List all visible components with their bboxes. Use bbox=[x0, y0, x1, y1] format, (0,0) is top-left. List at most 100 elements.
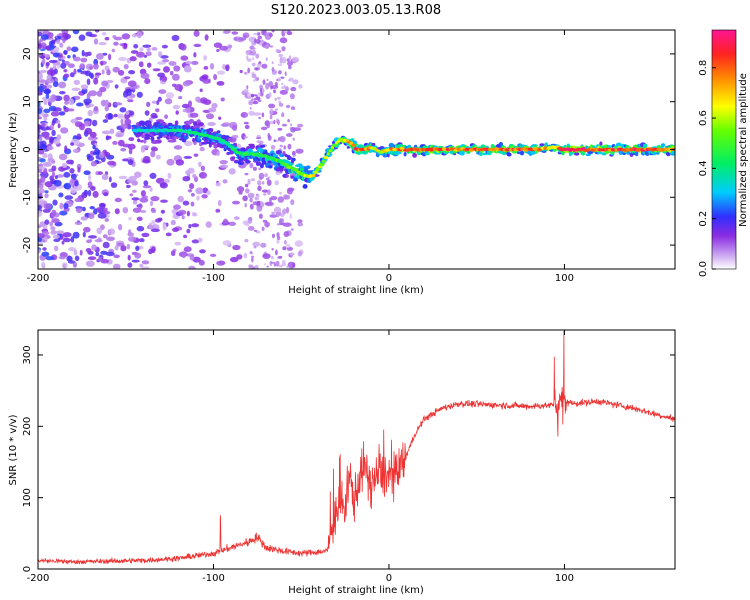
heatmap-cell bbox=[271, 30, 275, 33]
heatmap-cell bbox=[38, 129, 41, 134]
heatmap-cell bbox=[178, 96, 183, 100]
heatmap-cell bbox=[51, 209, 57, 216]
heatmap-cell bbox=[225, 64, 230, 72]
heatmap-cell bbox=[172, 73, 180, 81]
heatmap-cell bbox=[150, 150, 156, 158]
heatmap-cell bbox=[139, 47, 144, 52]
heatmap-cell bbox=[114, 245, 119, 251]
heatmap-cell bbox=[626, 151, 631, 155]
heatmap-cell bbox=[53, 107, 62, 112]
heatmap-cell bbox=[256, 137, 262, 140]
heatmap-cell bbox=[254, 196, 259, 201]
heatmap-cell bbox=[216, 130, 221, 134]
heatmap-cell bbox=[216, 151, 220, 157]
heatmap-cell bbox=[87, 181, 93, 188]
heatmap-cell bbox=[127, 262, 133, 268]
heatmap-cell bbox=[290, 86, 297, 92]
heatmap-cell bbox=[40, 55, 46, 59]
heatmap-cell bbox=[286, 58, 290, 62]
heatmap-cell bbox=[43, 162, 52, 167]
heatmap-cell bbox=[61, 240, 65, 245]
heatmap-cell bbox=[136, 91, 143, 98]
heatmap-cell bbox=[252, 94, 258, 97]
heatmap-cell bbox=[244, 113, 248, 118]
heatmap-cell bbox=[62, 232, 72, 238]
heatmap-cell bbox=[269, 260, 273, 266]
heatmap-cell bbox=[92, 190, 99, 198]
heatmap-cell bbox=[287, 143, 292, 150]
heatmap-cell bbox=[289, 213, 292, 220]
heatmap-cell bbox=[54, 245, 59, 252]
heatmap-cell bbox=[264, 44, 270, 50]
heatmap-cell bbox=[88, 90, 98, 97]
heatmap-cell bbox=[89, 66, 93, 70]
heatmap-cells bbox=[38, 30, 675, 269]
heatmap-cell bbox=[274, 97, 277, 102]
heatmap-cell bbox=[101, 130, 111, 135]
heatmap-cell bbox=[161, 76, 168, 82]
heatmap-cell bbox=[239, 69, 243, 74]
heatmap-cell bbox=[279, 135, 286, 143]
heatmap-cell bbox=[38, 43, 42, 49]
heatmap-cell bbox=[38, 116, 42, 120]
heatmap-cell bbox=[281, 112, 285, 118]
heatmap-cell bbox=[171, 34, 180, 42]
heatmap-cell bbox=[228, 145, 234, 149]
heatmap-cell bbox=[278, 255, 283, 259]
heatmap-cell bbox=[160, 209, 166, 214]
heatmap-cell bbox=[265, 222, 269, 228]
heatmap-cell bbox=[53, 179, 62, 187]
heatmap-cell bbox=[180, 55, 189, 61]
heatmap-cell bbox=[289, 252, 294, 256]
heatmap-cell bbox=[279, 144, 283, 148]
heatmap-cell bbox=[249, 50, 253, 55]
heatmap-cell bbox=[155, 154, 161, 160]
heatmap-cell bbox=[236, 186, 245, 193]
heatmap-cell bbox=[295, 148, 304, 154]
heatmap-cell bbox=[292, 262, 296, 268]
heatmap-cell bbox=[254, 76, 260, 82]
heatmap-cell bbox=[281, 260, 286, 263]
heatmap-cell bbox=[227, 44, 233, 49]
heatmap-cell bbox=[181, 215, 185, 220]
heatmap-cell bbox=[100, 250, 108, 255]
heatmap-cell bbox=[150, 136, 155, 142]
heatmap-cell bbox=[107, 113, 113, 120]
heatmap-cell bbox=[108, 176, 112, 183]
heatmap-cell bbox=[53, 238, 61, 242]
heatmap-cell bbox=[104, 218, 110, 222]
heatmap-cell bbox=[328, 149, 333, 153]
heatmap-cell bbox=[254, 264, 259, 269]
heatmap-cell bbox=[138, 61, 144, 68]
heatmap-cell bbox=[124, 42, 127, 49]
heatmap-cell bbox=[280, 56, 283, 60]
heatmap-cell bbox=[97, 212, 107, 219]
heatmap-cell bbox=[213, 74, 218, 81]
heatmap-cell bbox=[105, 251, 115, 257]
heatmap-cell bbox=[323, 156, 329, 160]
heatmap-cell bbox=[77, 68, 82, 73]
heatmap-cell bbox=[53, 138, 60, 145]
heatmap-cell bbox=[38, 100, 41, 108]
heatmap-y-axis-label: Frequency (Hz) bbox=[8, 112, 19, 188]
heatmap-cell bbox=[265, 57, 268, 61]
heatmap-cell bbox=[264, 173, 268, 178]
heatmap-cell bbox=[113, 254, 120, 259]
heatmap-cell bbox=[80, 84, 89, 90]
heatmap-cell bbox=[68, 247, 76, 252]
heatmap-cell bbox=[89, 239, 93, 243]
heatmap-cell bbox=[286, 31, 293, 36]
snr-x-axis-label: Height of straight line (km) bbox=[288, 585, 424, 596]
snr-y-tick-label: 200 bbox=[22, 417, 33, 436]
heatmap-cell bbox=[95, 72, 102, 76]
heatmap-cell bbox=[81, 191, 88, 199]
heatmap-cell bbox=[103, 192, 109, 197]
heatmap-cell bbox=[58, 153, 68, 161]
heatmap-cell bbox=[59, 210, 68, 216]
heatmap-cell bbox=[157, 96, 162, 102]
heatmap-cell bbox=[167, 172, 172, 179]
heatmap-cell bbox=[44, 190, 49, 194]
heatmap-cell bbox=[96, 53, 104, 60]
